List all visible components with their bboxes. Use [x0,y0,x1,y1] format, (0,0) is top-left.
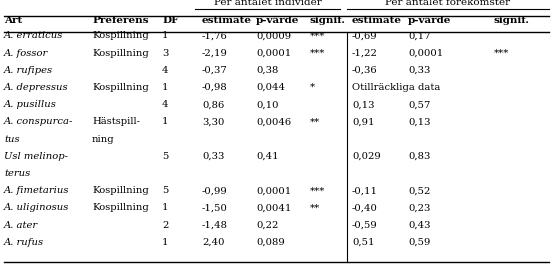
Text: 0,57: 0,57 [408,100,430,109]
Text: A. fimetarius: A. fimetarius [4,186,70,195]
Text: 0,52: 0,52 [408,186,430,195]
Text: 0,43: 0,43 [408,221,430,230]
Text: -0,59: -0,59 [352,221,378,230]
Text: -0,37: -0,37 [202,66,228,75]
Text: *: * [310,83,315,92]
Text: 5: 5 [162,152,168,161]
Text: Per antalet förekomster: Per antalet förekomster [385,0,510,7]
Text: Art: Art [4,16,22,25]
Text: -2,19: -2,19 [202,49,228,58]
Text: 0,13: 0,13 [408,117,430,126]
Text: ***: *** [494,49,509,58]
Text: Usl melinop-: Usl melinop- [4,152,68,161]
Text: 0,029: 0,029 [352,152,381,161]
Text: 2,40: 2,40 [202,238,225,247]
Text: -1,76: -1,76 [202,32,228,41]
Text: ning: ning [92,135,114,144]
Text: 0,38: 0,38 [256,66,278,75]
Text: 4: 4 [162,100,169,109]
Text: Kospillning: Kospillning [92,204,149,213]
Text: -1,22: -1,22 [352,49,378,58]
Text: 0,17: 0,17 [408,32,430,41]
Text: 0,13: 0,13 [352,100,374,109]
Text: p-värde: p-värde [408,16,451,25]
Text: A. rufus: A. rufus [4,238,44,247]
Text: 0,044: 0,044 [256,83,285,92]
Text: 0,0009: 0,0009 [256,32,291,41]
Text: 0,0001: 0,0001 [256,186,291,195]
Text: estimate: estimate [352,16,402,25]
Text: 1: 1 [162,32,169,41]
Text: A. pusillus: A. pusillus [4,100,57,109]
Text: 0,22: 0,22 [256,221,278,230]
Text: 0,33: 0,33 [408,66,430,75]
Text: 0,0001: 0,0001 [256,49,291,58]
Text: -0,11: -0,11 [352,186,378,195]
Text: signif.: signif. [310,16,346,25]
Text: 0,83: 0,83 [408,152,430,161]
Text: Preferens: Preferens [92,16,149,25]
Text: 0,51: 0,51 [352,238,374,247]
Text: Kospillning: Kospillning [92,32,149,41]
Text: ***: *** [310,32,325,41]
Text: 0,91: 0,91 [352,117,374,126]
Text: -0,36: -0,36 [352,66,378,75]
Text: Kospillning: Kospillning [92,49,149,58]
Text: 0,0046: 0,0046 [256,117,291,126]
Text: 1: 1 [162,83,169,92]
Text: Kospillning: Kospillning [92,83,149,92]
Text: 0,86: 0,86 [202,100,225,109]
Text: estimate: estimate [202,16,252,25]
Text: 0,0001: 0,0001 [408,49,444,58]
Text: Hästspill-: Hästspill- [92,117,140,126]
Text: signif.: signif. [494,16,530,25]
Text: 0,0041: 0,0041 [256,204,291,213]
Text: Otillräckliga data: Otillräckliga data [352,83,440,92]
Text: -0,99: -0,99 [202,186,228,195]
Text: -0,69: -0,69 [352,32,378,41]
Text: 3,30: 3,30 [202,117,225,126]
Text: **: ** [310,204,320,213]
Text: A. erraticus: A. erraticus [4,32,64,41]
Text: Kospillning: Kospillning [92,186,149,195]
Text: -0,40: -0,40 [352,204,378,213]
Text: A. conspurca-: A. conspurca- [4,117,74,126]
Text: 4: 4 [162,66,169,75]
Text: 0,33: 0,33 [202,152,225,161]
Text: 0,41: 0,41 [256,152,279,161]
Text: **: ** [310,117,320,126]
Text: A. rufipes: A. rufipes [4,66,53,75]
Text: A. uliginosus: A. uliginosus [4,204,69,213]
Text: 0,089: 0,089 [256,238,285,247]
Text: A. ater: A. ater [4,221,38,230]
Text: 2: 2 [162,221,168,230]
Text: -1,50: -1,50 [202,204,228,213]
Text: A. fossor: A. fossor [4,49,48,58]
Text: p-värde: p-värde [256,16,299,25]
Text: ***: *** [310,49,325,58]
Text: DF: DF [162,16,179,25]
Text: 1: 1 [162,204,169,213]
Text: 1: 1 [162,238,169,247]
Text: 0,23: 0,23 [408,204,430,213]
Text: 3: 3 [162,49,168,58]
Text: Per antalet individer: Per antalet individer [213,0,321,7]
Text: A. depressus: A. depressus [4,83,69,92]
Text: -0,98: -0,98 [202,83,228,92]
Text: ***: *** [310,186,325,195]
Text: 0,59: 0,59 [408,238,430,247]
Text: 0,10: 0,10 [256,100,279,109]
Text: 5: 5 [162,186,168,195]
Text: -1,48: -1,48 [202,221,228,230]
Text: terus: terus [4,169,30,178]
Text: tus: tus [4,135,19,144]
Text: 1: 1 [162,117,169,126]
